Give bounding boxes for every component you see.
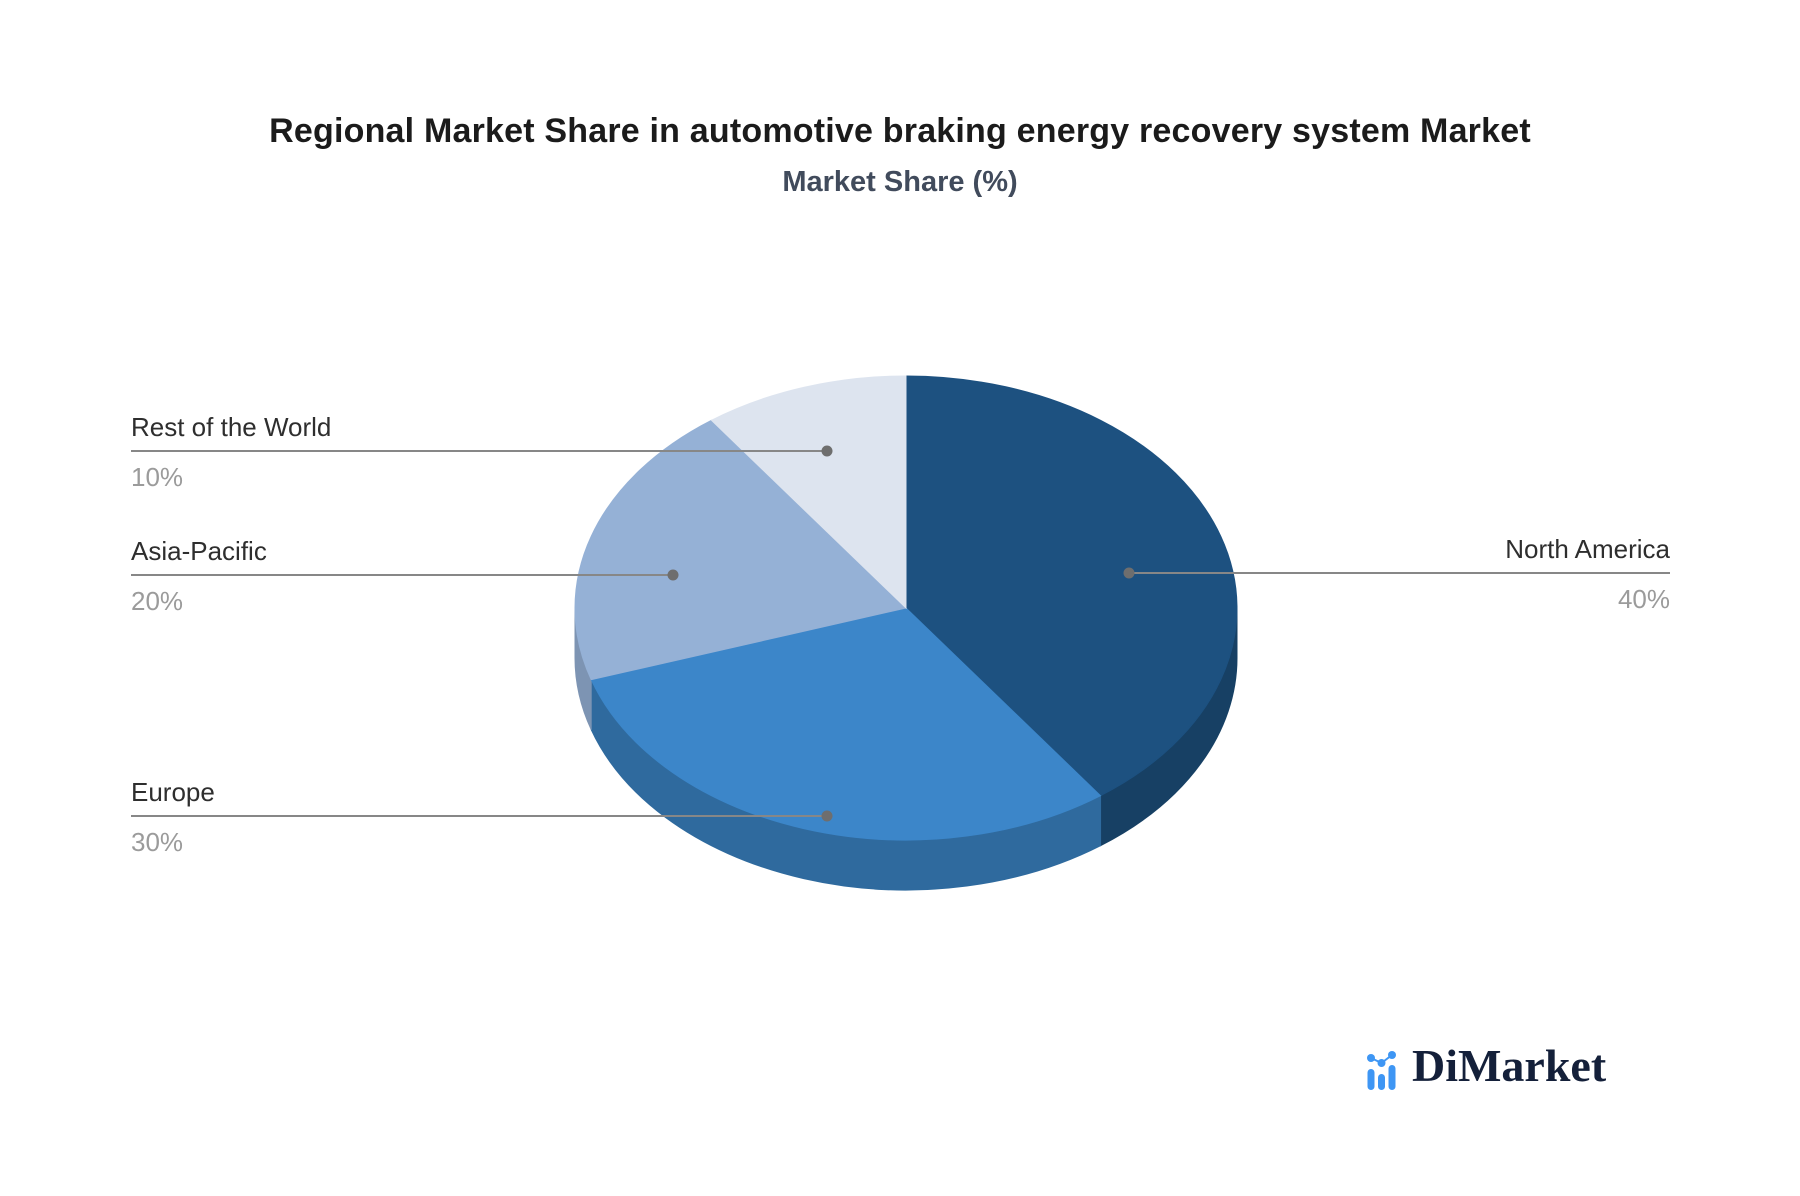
logo-dot bbox=[1388, 1051, 1396, 1059]
logo-bar bbox=[1378, 1074, 1385, 1090]
pie-slice-north-america[interactable] bbox=[905, 375, 1238, 797]
leader-dot-asia-pacific bbox=[667, 569, 679, 581]
leader-dot-europe bbox=[821, 810, 833, 822]
callout-label-north-america: North America bbox=[1505, 534, 1670, 564]
logo-text: DiMarket bbox=[1412, 1040, 1607, 1091]
callout-percent-rest-of-world: 10% bbox=[131, 462, 184, 492]
callout-percent-asia-pacific: 20% bbox=[131, 586, 184, 616]
logo-bar bbox=[1388, 1065, 1396, 1090]
leader-dot-north-america bbox=[1123, 567, 1135, 579]
logo-dot bbox=[1367, 1054, 1375, 1062]
callout-percent-europe: 30% bbox=[131, 827, 184, 857]
callout-label-europe: Europe bbox=[131, 777, 215, 807]
pie-slice-rest-of-the-world[interactable] bbox=[710, 375, 907, 610]
logo-dot bbox=[1377, 1059, 1386, 1067]
pie-slice-europe[interactable] bbox=[590, 607, 1102, 841]
callout-label-rest-of-world: Rest of the World bbox=[131, 412, 332, 442]
bar-line-chart-icon bbox=[1367, 1051, 1396, 1090]
leader-dot-rest-of-world bbox=[821, 445, 833, 457]
chart-title: Regional Market Share in automotive brak… bbox=[269, 112, 1531, 150]
pie-slice-asia-pacific[interactable] bbox=[574, 419, 908, 681]
callout-percent-north-america: 40% bbox=[1617, 584, 1670, 614]
chart-subtitle: Market Share (%) bbox=[782, 166, 1018, 198]
callout-label-asia-pacific: Asia-Pacific bbox=[131, 536, 267, 566]
logo-bar bbox=[1367, 1069, 1375, 1090]
